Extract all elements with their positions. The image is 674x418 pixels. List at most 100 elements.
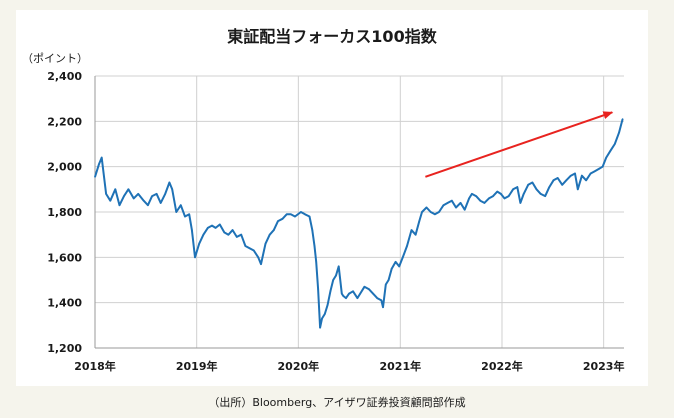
- data-point: [609, 150, 612, 152]
- data-point: [574, 172, 576, 175]
- data-point: [227, 233, 230, 236]
- data-point: [273, 229, 275, 231]
- data-point: [313, 245, 316, 247]
- data-point: [155, 193, 158, 195]
- data-point: [414, 233, 417, 236]
- data-point: [544, 195, 546, 197]
- data-point: [418, 220, 421, 222]
- data-point: [123, 195, 125, 197]
- data-point: [171, 188, 173, 191]
- data-point: [434, 213, 436, 216]
- data-point: [308, 215, 311, 218]
- data-point: [382, 306, 384, 309]
- data-point: [455, 206, 457, 209]
- annotation-group: [425, 111, 614, 178]
- data-point: [147, 204, 149, 206]
- grid-lines: [94, 75, 624, 349]
- data-point: [335, 274, 337, 277]
- y-tick-label: 1,400: [47, 297, 82, 310]
- x-tick-label: 2019年: [176, 359, 218, 373]
- data-point: [410, 229, 413, 231]
- data-point: [277, 220, 279, 222]
- data-point: [581, 174, 583, 177]
- data-point: [531, 181, 534, 184]
- data-point: [321, 317, 323, 320]
- data-point: [446, 202, 449, 204]
- data-point: [576, 188, 579, 191]
- data-point: [326, 304, 329, 306]
- data-point: [105, 193, 107, 195]
- data-point: [348, 292, 350, 295]
- data-point: [390, 267, 393, 270]
- data-point: [194, 256, 196, 259]
- data-point: [317, 288, 319, 290]
- data-point: [268, 233, 271, 236]
- data-point: [359, 292, 361, 295]
- data-point: [363, 286, 366, 288]
- data-point: [311, 229, 314, 231]
- data-point: [451, 199, 453, 202]
- plot-frame: [94, 76, 624, 349]
- data-point: [387, 279, 390, 281]
- trend-arrow: [425, 111, 614, 178]
- data-point: [488, 197, 490, 200]
- x-axis-ticks: 2018年 2019年 2020年 2021年 2022年 2023年: [74, 359, 624, 373]
- data-point: [614, 143, 616, 145]
- data-point: [300, 211, 302, 213]
- y-tick-label: 2,000: [47, 161, 82, 174]
- data-point: [356, 297, 359, 299]
- data-point: [468, 197, 470, 200]
- data-point: [98, 163, 100, 166]
- data-point: [500, 193, 502, 195]
- data-point: [496, 190, 499, 193]
- chart-title: 東証配当フォーカス100指数: [227, 27, 437, 46]
- data-point: [601, 165, 604, 168]
- data-point: [184, 215, 186, 218]
- data-point: [598, 168, 600, 170]
- data-point: [109, 199, 112, 202]
- data-point: [264, 242, 267, 245]
- data-point: [319, 326, 321, 329]
- data-point: [438, 211, 440, 213]
- data-point: [248, 247, 251, 250]
- data-point: [127, 188, 130, 191]
- y-axis-unit-label: （ポイント）: [22, 52, 88, 65]
- data-point: [463, 208, 466, 211]
- data-point: [522, 193, 525, 195]
- data-point: [202, 233, 205, 236]
- data-point: [218, 223, 221, 226]
- data-point: [175, 211, 178, 213]
- data-point: [315, 261, 317, 263]
- source-note: （出所）Bloomberg、アイザワ証券投資顧問部作成: [208, 396, 466, 409]
- data-point: [519, 202, 522, 204]
- x-tick-label: 2022年: [481, 359, 523, 373]
- data-point: [565, 179, 568, 182]
- data-point: [164, 193, 166, 195]
- data-point: [618, 131, 620, 134]
- data-point: [492, 195, 494, 197]
- data-point: [368, 288, 370, 290]
- data-point: [552, 179, 555, 182]
- y-tick-label: 2,200: [47, 115, 82, 128]
- data-point: [223, 231, 226, 234]
- data-point: [569, 174, 572, 177]
- data-point: [421, 211, 423, 213]
- data-point: [406, 245, 408, 247]
- data-point: [211, 224, 213, 227]
- data-point: [329, 290, 332, 293]
- data-point: [100, 156, 103, 159]
- data-point: [483, 202, 486, 204]
- data-point: [539, 193, 542, 195]
- data-point: [402, 256, 404, 259]
- data-point: [342, 295, 345, 297]
- index-series-line: [94, 118, 624, 329]
- data-point: [179, 204, 182, 206]
- data-point: [605, 156, 607, 159]
- data-point: [290, 213, 292, 216]
- data-point: [142, 199, 145, 202]
- data-point: [137, 193, 139, 195]
- data-point: [132, 197, 135, 200]
- data-point: [159, 202, 162, 204]
- data-point: [191, 229, 193, 231]
- data-point: [516, 186, 519, 188]
